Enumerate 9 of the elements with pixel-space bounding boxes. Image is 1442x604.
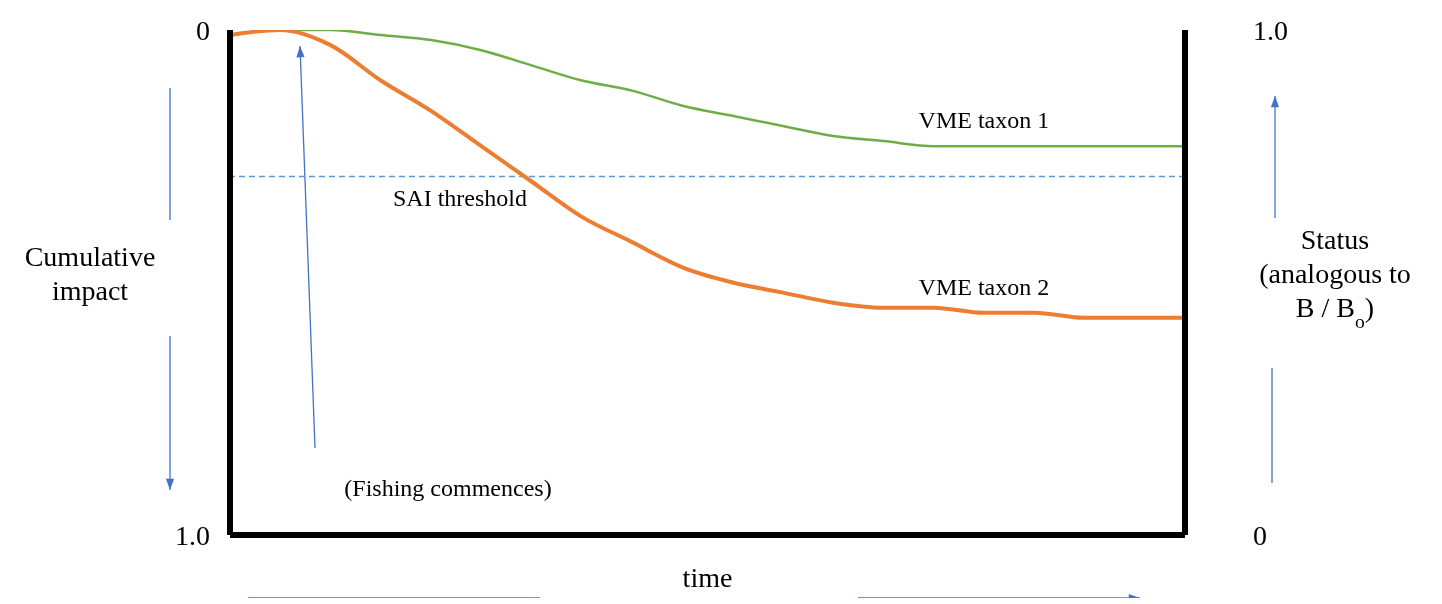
y2-tick-label: 1.0 [1253,14,1288,46]
y-axis-title: Cumulative impact [24,240,156,306]
y2-axis-title: Status (analogous to B / B$_{o}$) [1259,223,1411,331]
series-label: VME taxon 1 [918,107,1050,134]
y2-tick-label: 0 [1253,519,1267,551]
series-label: VME taxon 2 [918,273,1050,300]
annotation: (Fishing commences) [344,475,552,501]
x-axis-title: time [682,561,733,593]
ref-line-label: SAI threshold [393,185,527,212]
